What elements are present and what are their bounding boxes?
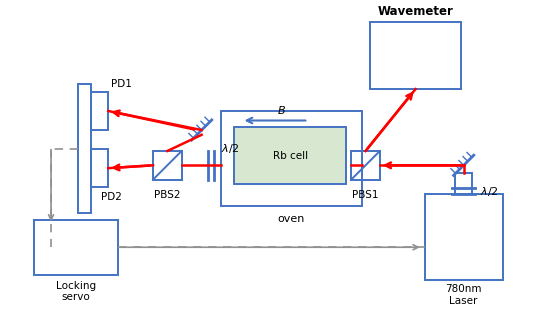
Bar — [78, 84, 91, 213]
Text: Rb cell: Rb cell — [273, 151, 308, 161]
Text: PD1: PD1 — [111, 79, 132, 89]
Text: Locking
servo: Locking servo — [56, 280, 96, 302]
Text: PBS1: PBS1 — [352, 190, 379, 200]
Text: PBS2: PBS2 — [154, 190, 180, 200]
Text: $\lambda$/2: $\lambda$/2 — [480, 185, 498, 198]
Bar — [351, 151, 380, 180]
Bar — [91, 149, 108, 187]
Bar — [153, 151, 182, 180]
Text: Wavemeter: Wavemeter — [378, 5, 454, 18]
Text: oven: oven — [278, 214, 305, 224]
Text: 780nm
Laser: 780nm Laser — [446, 285, 482, 306]
Text: $\lambda$/2: $\lambda$/2 — [221, 142, 239, 155]
Bar — [425, 194, 503, 280]
Bar — [34, 220, 118, 275]
Bar — [234, 127, 346, 184]
Bar — [455, 173, 472, 194]
Text: B: B — [278, 106, 285, 116]
Text: PD2: PD2 — [101, 192, 122, 202]
Bar — [370, 22, 461, 89]
Bar — [221, 111, 362, 206]
Bar — [91, 92, 108, 130]
